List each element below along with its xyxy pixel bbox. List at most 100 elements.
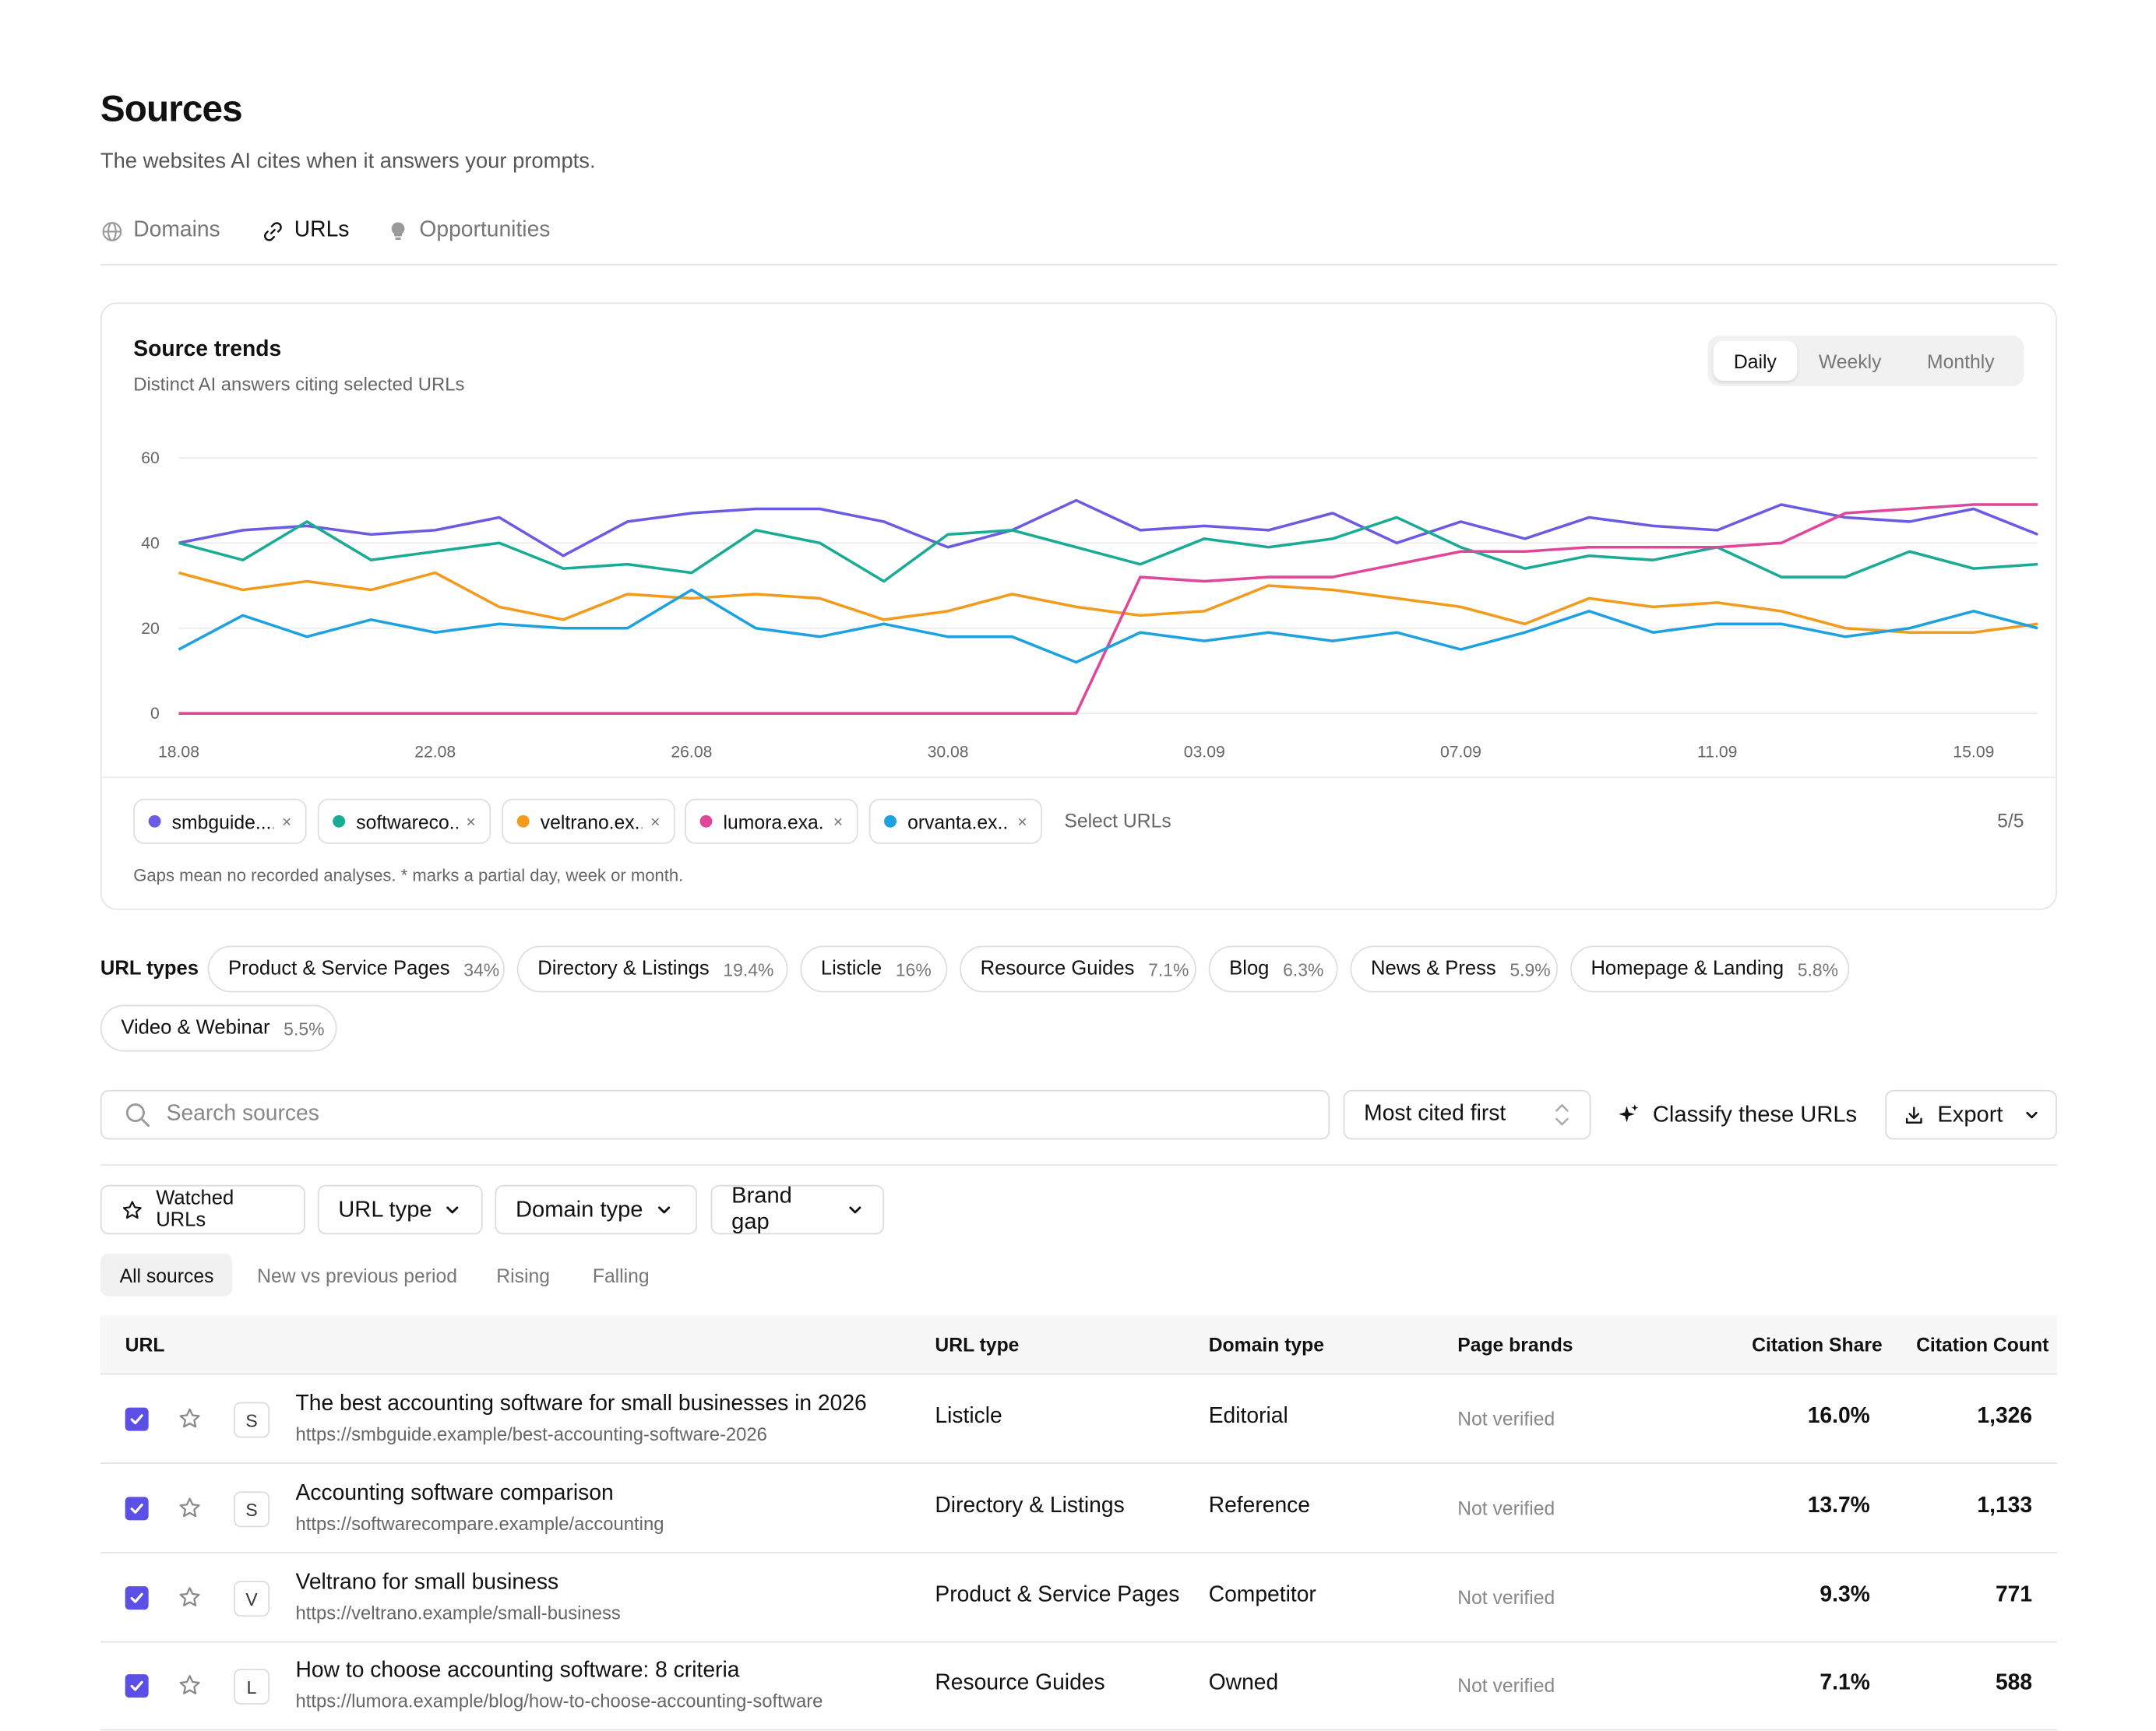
table-row[interactable]: V Veltrano for small business https://velt… [100, 1553, 2057, 1643]
url-type-pill[interactable]: Directory & Listings 19.4% [516, 945, 788, 993]
watch-star-icon[interactable] [178, 1496, 203, 1521]
toolbar-divider [100, 1164, 2057, 1166]
remove-chip-icon[interactable]: × [1017, 811, 1027, 832]
tab-urls[interactable]: URLs [261, 214, 349, 247]
section-tabs: Domains URLs Opportunities [100, 214, 2057, 266]
view-falling[interactable]: Falling [592, 1264, 650, 1286]
selected-count: 5/5 [1997, 809, 2024, 832]
column-url[interactable]: URL [125, 1333, 165, 1356]
granularity-daily[interactable]: Daily [1713, 340, 1798, 381]
series-line-softwarecompare[interactable] [178, 515, 2038, 583]
x-tick-label: 15.09 [1953, 744, 1994, 762]
site-favicon: L [234, 1669, 270, 1705]
sort-select[interactable]: Most cited first [1343, 1089, 1591, 1140]
export-button[interactable]: Export [1885, 1089, 2057, 1140]
x-tick-label: 26.08 [671, 744, 712, 762]
domain-type-filter[interactable]: Domain type [495, 1184, 698, 1235]
granularity-monthly[interactable]: Monthly [1927, 350, 1995, 372]
globe-icon [102, 221, 122, 241]
url-type-name: Resource Guides [980, 958, 1135, 980]
chip-label: smbguide.... [171, 810, 274, 832]
table-row[interactable]: S The best accounting software for small … [100, 1374, 2057, 1465]
watch-star-icon[interactable] [178, 1673, 203, 1698]
url-chip[interactable]: lumora.exa... × [685, 798, 858, 844]
url-type-cell: Resource Guides [935, 1671, 1105, 1695]
url-type-pill[interactable]: Product & Service Pages 34% [207, 945, 505, 993]
remove-chip-icon[interactable]: × [466, 811, 476, 832]
url-chip[interactable]: orvanta.ex... × [868, 798, 1043, 844]
trends-subtitle: Distinct AI answers citing selected URLs [133, 374, 465, 395]
table-row[interactable]: S Accounting software comparison https://s… [100, 1464, 2057, 1553]
source-title[interactable]: The best accounting software for small b… [295, 1392, 867, 1416]
domain-type-cell: Reference [1208, 1494, 1311, 1518]
source-title[interactable]: How to choose accounting software: 8 cri… [295, 1659, 740, 1683]
column-citation-share[interactable]: Citation Share [1752, 1333, 1883, 1356]
remove-chip-icon[interactable]: × [833, 811, 844, 832]
row-checkbox[interactable] [125, 1674, 149, 1698]
watched-urls-filter[interactable]: Watched URLs [100, 1184, 305, 1235]
search-input[interactable] [166, 1102, 1295, 1128]
url-type-percent: 34% [463, 959, 500, 980]
source-title[interactable]: Accounting software comparison [295, 1481, 614, 1506]
url-type-pill[interactable]: Listicle 16% [800, 945, 948, 993]
view-all-sources[interactable]: All sources [100, 1253, 234, 1296]
series-color-dot [884, 814, 897, 828]
column-url-type[interactable]: URL type [935, 1333, 1020, 1356]
column-domain-type[interactable]: Domain type [1208, 1333, 1325, 1356]
row-checkbox[interactable] [125, 1497, 149, 1521]
row-checkbox[interactable] [125, 1586, 149, 1610]
page-brands-cell: Not verified [1457, 1407, 1555, 1430]
view-rising[interactable]: Rising [496, 1264, 550, 1286]
url-chip[interactable]: softwareco... × [317, 798, 491, 844]
url-type-percent: 7.1% [1148, 959, 1189, 980]
select-urls-input[interactable]: Select URLs [1064, 809, 1171, 832]
source-url[interactable]: https://lumora.example/blog/how-to-choos… [295, 1691, 823, 1712]
series-line-veltrano[interactable] [178, 571, 2038, 634]
url-type-pill[interactable]: News & Press 5.9% [1350, 945, 1559, 993]
watch-star-icon[interactable] [178, 1406, 203, 1431]
remove-chip-icon[interactable]: × [281, 811, 292, 832]
url-chip[interactable]: veltrano.ex... × [502, 798, 675, 844]
brand-gap-filter[interactable]: Brand gap [710, 1184, 885, 1235]
tab-domains[interactable]: Domains [100, 214, 220, 247]
source-url[interactable]: https://smbguide.example/best-accounting… [295, 1423, 767, 1445]
source-url[interactable]: https://softwarecompare.example/accounti… [295, 1513, 664, 1535]
column-citation-count[interactable]: Citation Count [1916, 1333, 2049, 1356]
chevron-down-icon [657, 1206, 670, 1214]
search-icon [125, 1103, 150, 1128]
citation-count-cell: 771 [1995, 1583, 2033, 1607]
chart-footnote: Gaps mean no recorded analyses. * marks … [133, 866, 684, 885]
series-line-smbguide[interactable] [178, 498, 2038, 558]
row-checkbox[interactable] [125, 1407, 149, 1431]
series-color-dot [699, 814, 713, 828]
view-new-vs-previous[interactable]: New vs previous period [257, 1264, 457, 1286]
table-row[interactable]: L How to choose accounting software: 8 cr… [100, 1641, 2057, 1731]
tab-opportunities[interactable]: Opportunities [386, 214, 550, 247]
page-brands-cell: Not verified [1457, 1497, 1555, 1519]
column-page-brands[interactable]: Page brands [1457, 1333, 1573, 1356]
source-title[interactable]: Veltrano for small business [295, 1571, 559, 1595]
remove-chip-icon[interactable]: × [650, 811, 661, 832]
watch-star-icon[interactable] [178, 1585, 203, 1610]
chevron-down-icon [446, 1206, 459, 1214]
source-url[interactable]: https://veltrano.example/small-business [295, 1603, 621, 1624]
checkmark-icon [130, 1414, 143, 1425]
url-type-filter[interactable]: URL type [317, 1184, 483, 1235]
x-tick-label: 03.09 [1184, 744, 1225, 762]
url-type-cell: Listicle [935, 1405, 1002, 1429]
url-type-pill[interactable]: Blog 6.3% [1208, 945, 1338, 993]
y-tick-label: 60 [141, 449, 160, 467]
granularity-weekly[interactable]: Weekly [1818, 350, 1882, 372]
chip-label: orvanta.ex... [907, 810, 1009, 832]
domain-type-cell: Editorial [1208, 1405, 1288, 1429]
series-line-orvanta[interactable] [178, 588, 2038, 664]
card-divider [101, 776, 2056, 779]
citation-count-cell: 1,326 [1977, 1405, 2033, 1429]
search-box[interactable] [100, 1089, 1330, 1140]
classify-button[interactable]: Classify these URLs [1615, 1090, 1857, 1140]
url-type-pill[interactable]: Homepage & Landing 5.8% [1569, 945, 1850, 993]
url-chip[interactable]: smbguide.... × [133, 798, 307, 844]
url-type-pill[interactable]: Video & Webinar 5.5% [100, 1004, 337, 1052]
url-type-pill[interactable]: Resource Guides 7.1% [960, 945, 1196, 993]
series-line-lumora[interactable] [178, 503, 2038, 715]
